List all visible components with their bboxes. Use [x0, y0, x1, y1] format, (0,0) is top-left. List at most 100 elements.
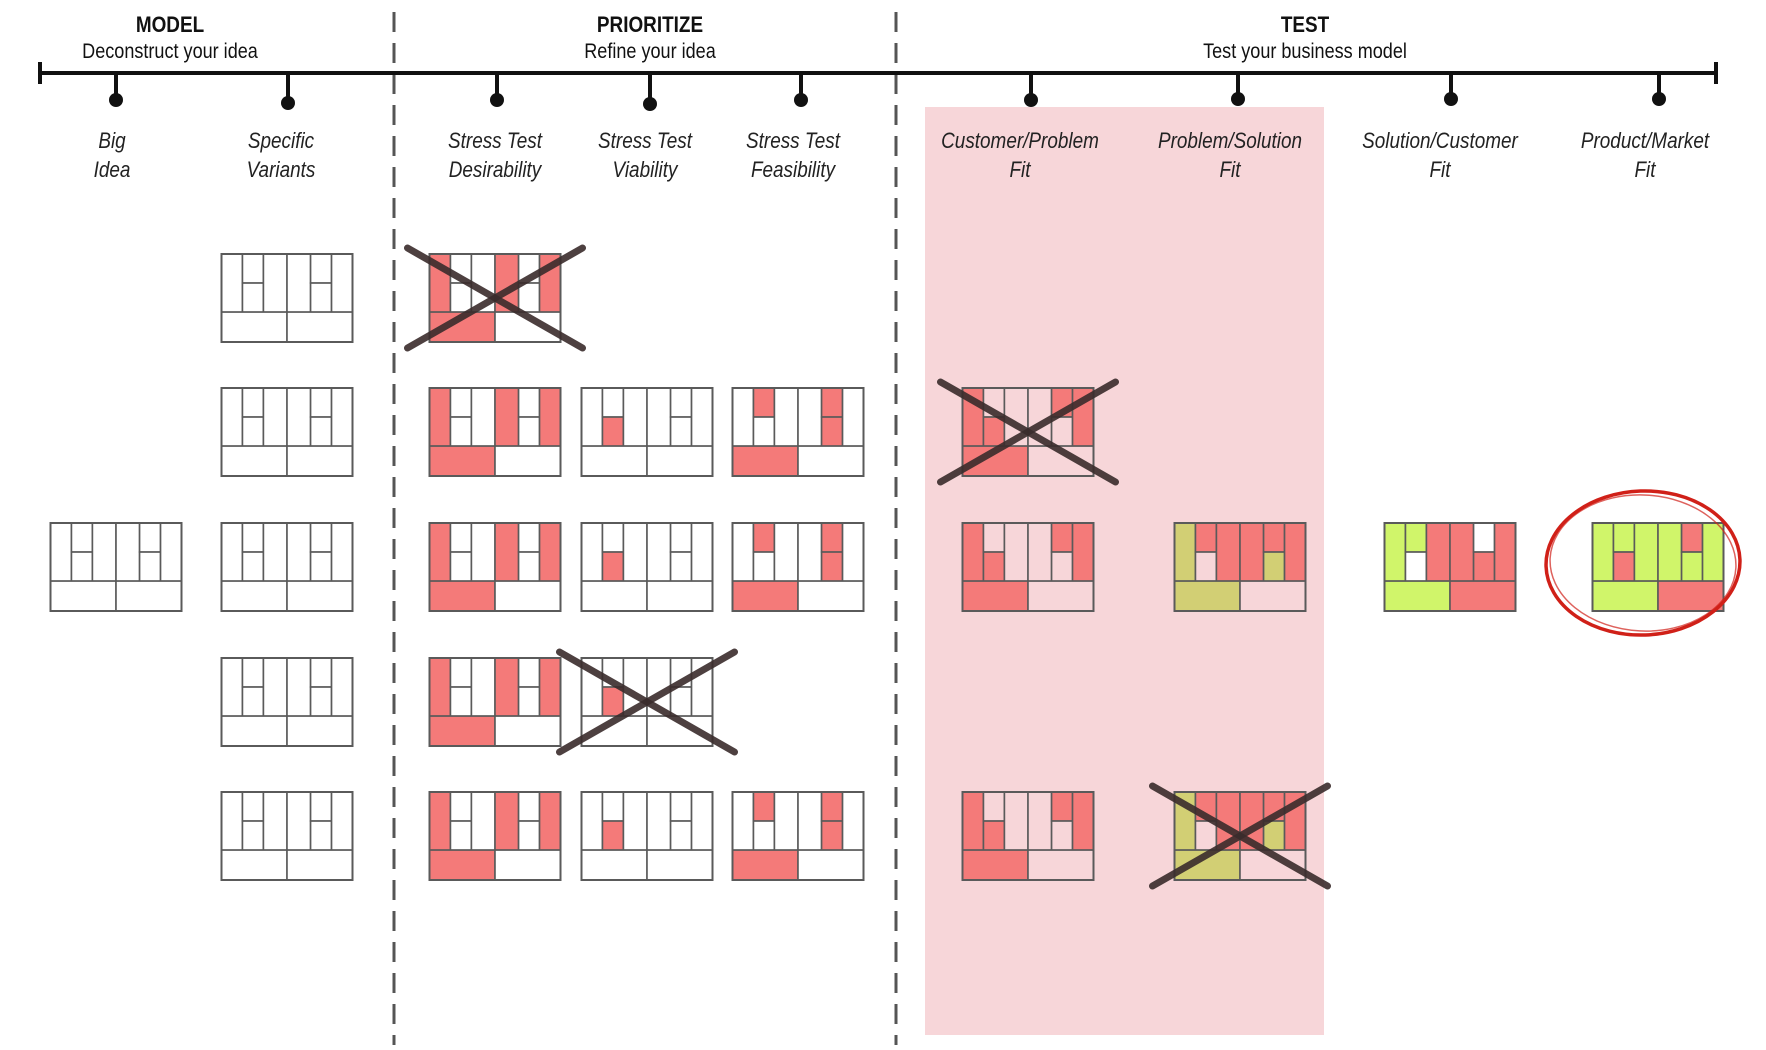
step-specific-variants: Specific Variants: [217, 126, 346, 184]
canvas-block: [982, 551, 1006, 582]
canvas-block: [286, 580, 354, 612]
canvas-block: [1425, 522, 1451, 582]
canvas-block: [494, 791, 520, 851]
canvas-block: [428, 849, 496, 881]
phase-subtitle: Test your business model: [1203, 40, 1407, 63]
canvas-block: [538, 791, 562, 851]
canvas-block: [138, 522, 162, 553]
canvas-block: [601, 820, 625, 851]
canvas-block: [1680, 551, 1704, 582]
canvas-block: [580, 387, 604, 447]
canvas-block: [1071, 522, 1095, 582]
business-model-canvas: [937, 378, 1119, 486]
canvas-block: [1173, 522, 1197, 582]
step-label-line1: Customer/Problem: [941, 128, 1099, 153]
canvas-block: [91, 522, 117, 582]
canvas-block: [669, 551, 693, 582]
canvas-block: [1383, 580, 1451, 612]
canvas-block: [1591, 580, 1659, 612]
business-model-canvas: [220, 253, 354, 343]
canvas-block: [428, 387, 452, 447]
canvas-block: [752, 791, 776, 822]
business-model-canvas: [220, 657, 354, 747]
canvas-block: [982, 820, 1006, 851]
canvas-block: [690, 791, 714, 851]
canvas-block: [797, 445, 865, 477]
canvas-block: [262, 522, 288, 582]
winner-circle-inner: [1549, 494, 1737, 632]
timeline-markers: [109, 73, 1666, 111]
canvas-block: [1239, 522, 1265, 582]
canvas-block: [646, 522, 672, 582]
canvas-block: [1449, 522, 1475, 582]
canvas-block: [773, 387, 799, 447]
phase-title: MODEL: [135, 12, 205, 37]
canvas-block: [982, 791, 1006, 822]
canvas-block: [241, 387, 265, 418]
canvas-block: [820, 551, 844, 582]
canvas-block: [330, 253, 354, 313]
canvas-block: [1657, 580, 1725, 612]
canvas-block: [428, 522, 452, 582]
canvas-block: [669, 686, 693, 717]
canvas-block: [262, 791, 288, 851]
canvas-block: [731, 387, 755, 447]
step-stress-test-viability: Stress Test Viability: [581, 126, 710, 184]
canvas-block: [449, 522, 473, 553]
canvas-block: [494, 580, 562, 612]
canvas-block: [797, 387, 823, 447]
phase-subtitle: Refine your idea: [584, 40, 716, 63]
canvas-block: [797, 580, 865, 612]
canvas-block: [1612, 522, 1636, 553]
canvas-block: [286, 715, 354, 747]
canvas-block: [449, 686, 473, 717]
business-model-canvas: [220, 522, 354, 612]
canvas-block: [1239, 580, 1307, 612]
canvas-block: [241, 791, 265, 822]
canvas-block: [1050, 551, 1074, 582]
canvas-block: [690, 387, 714, 447]
canvas-block: [669, 387, 693, 418]
canvas-block: [731, 849, 799, 881]
canvas-block: [309, 416, 333, 447]
canvas-block: [449, 657, 473, 688]
canvas-block: [220, 580, 288, 612]
canvas-block: [961, 791, 985, 851]
business-model-canvas: [428, 791, 562, 881]
winning-business-model-canvas: [1591, 522, 1725, 612]
canvas-block: [494, 445, 562, 477]
canvas-block: [797, 849, 865, 881]
canvas-block: [1680, 522, 1704, 553]
canvas-block: [580, 580, 648, 612]
canvas-block: [982, 416, 1006, 447]
canvas-frame: [428, 522, 562, 612]
canvas-block: [669, 522, 693, 553]
canvas-block: [1194, 522, 1218, 553]
canvas-frame: [731, 387, 865, 477]
step-problem-solution-fit: Problem/Solution Fit: [1144, 126, 1316, 184]
business-model-canvas: [731, 387, 865, 477]
canvas-block: [1449, 580, 1517, 612]
canvas-block: [494, 387, 520, 447]
timeline-marker-dot: [643, 97, 657, 111]
canvas-block: [669, 416, 693, 447]
canvas-block: [286, 253, 312, 313]
canvas-block: [1591, 522, 1615, 582]
canvas-block: [517, 551, 541, 582]
canvas-block: [601, 387, 625, 418]
canvas-block: [286, 445, 354, 477]
canvas-block: [517, 282, 541, 313]
canvas-block: [820, 387, 844, 418]
business-model-canvas: [1173, 522, 1307, 612]
timeline-marker-dot: [1024, 93, 1038, 107]
canvas-frame: [1173, 522, 1307, 612]
phase-title: TEST: [1280, 12, 1330, 37]
canvas-frame: [580, 657, 714, 747]
canvas-block: [731, 445, 799, 477]
canvas-block: [470, 657, 496, 717]
canvas-frame: [580, 791, 714, 881]
timeline-marker-dot: [794, 93, 808, 107]
canvas-block: [220, 311, 288, 343]
canvas-block: [309, 791, 333, 822]
